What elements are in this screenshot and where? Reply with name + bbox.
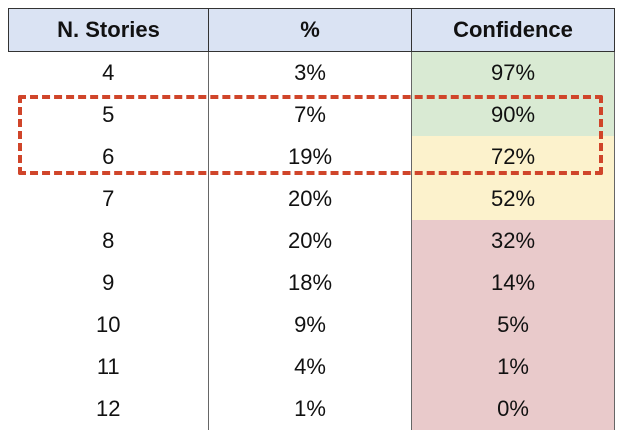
confidence-cell: 5% xyxy=(411,304,615,346)
percent-cell: 7% xyxy=(208,94,412,136)
table-row: 9 18% 14% xyxy=(8,262,615,304)
table-row: 5 7% 90% xyxy=(8,94,615,136)
header-row: N. Stories % Confidence xyxy=(8,8,615,52)
header-stories: N. Stories xyxy=(8,8,209,52)
stories-table-container: N. Stories % Confidence 4 3% 97% 5 7% 90% 6 19%… xyxy=(8,8,615,430)
table-row: 10 9% 5% xyxy=(8,304,615,346)
confidence-cell: 14% xyxy=(411,262,615,304)
percent-cell: 18% xyxy=(208,262,412,304)
confidence-cell: 1% xyxy=(411,346,615,388)
stories-cell: 11 xyxy=(8,346,209,388)
percent-cell: 1% xyxy=(208,388,412,430)
confidence-cell: 0% xyxy=(411,388,615,430)
percent-cell: 9% xyxy=(208,304,412,346)
stories-cell: 6 xyxy=(8,136,209,178)
percent-cell: 20% xyxy=(208,178,412,220)
stories-cell: 10 xyxy=(8,304,209,346)
stories-cell: 9 xyxy=(8,262,209,304)
confidence-cell: 97% xyxy=(411,51,615,94)
stories-cell: 8 xyxy=(8,220,209,262)
table-row: 6 19% 72% xyxy=(8,136,615,178)
stories-cell: 5 xyxy=(8,94,209,136)
stories-confidence-table: N. Stories % Confidence 4 3% 97% 5 7% 90% 6 19%… xyxy=(8,8,615,430)
header-percent: % xyxy=(208,8,412,52)
header-confidence: Confidence xyxy=(411,8,615,52)
stories-cell: 12 xyxy=(8,388,209,430)
confidence-cell: 32% xyxy=(411,220,615,262)
confidence-cell: 52% xyxy=(411,178,615,220)
stories-cell: 7 xyxy=(8,178,209,220)
table-row: 4 3% 97% xyxy=(8,51,615,94)
table-row: 8 20% 32% xyxy=(8,220,615,262)
percent-cell: 20% xyxy=(208,220,412,262)
percent-cell: 4% xyxy=(208,346,412,388)
percent-cell: 19% xyxy=(208,136,412,178)
table-body: 4 3% 97% 5 7% 90% 6 19% 72% 7 20% 52% 8 20% 32% 9 18% 14%… xyxy=(8,51,615,430)
table-row: 7 20% 52% xyxy=(8,178,615,220)
stories-cell: 4 xyxy=(8,51,209,94)
confidence-cell: 90% xyxy=(411,94,615,136)
table-row: 11 4% 1% xyxy=(8,346,615,388)
table-row: 12 1% 0% xyxy=(8,388,615,430)
confidence-cell: 72% xyxy=(411,136,615,178)
percent-cell: 3% xyxy=(208,51,412,94)
